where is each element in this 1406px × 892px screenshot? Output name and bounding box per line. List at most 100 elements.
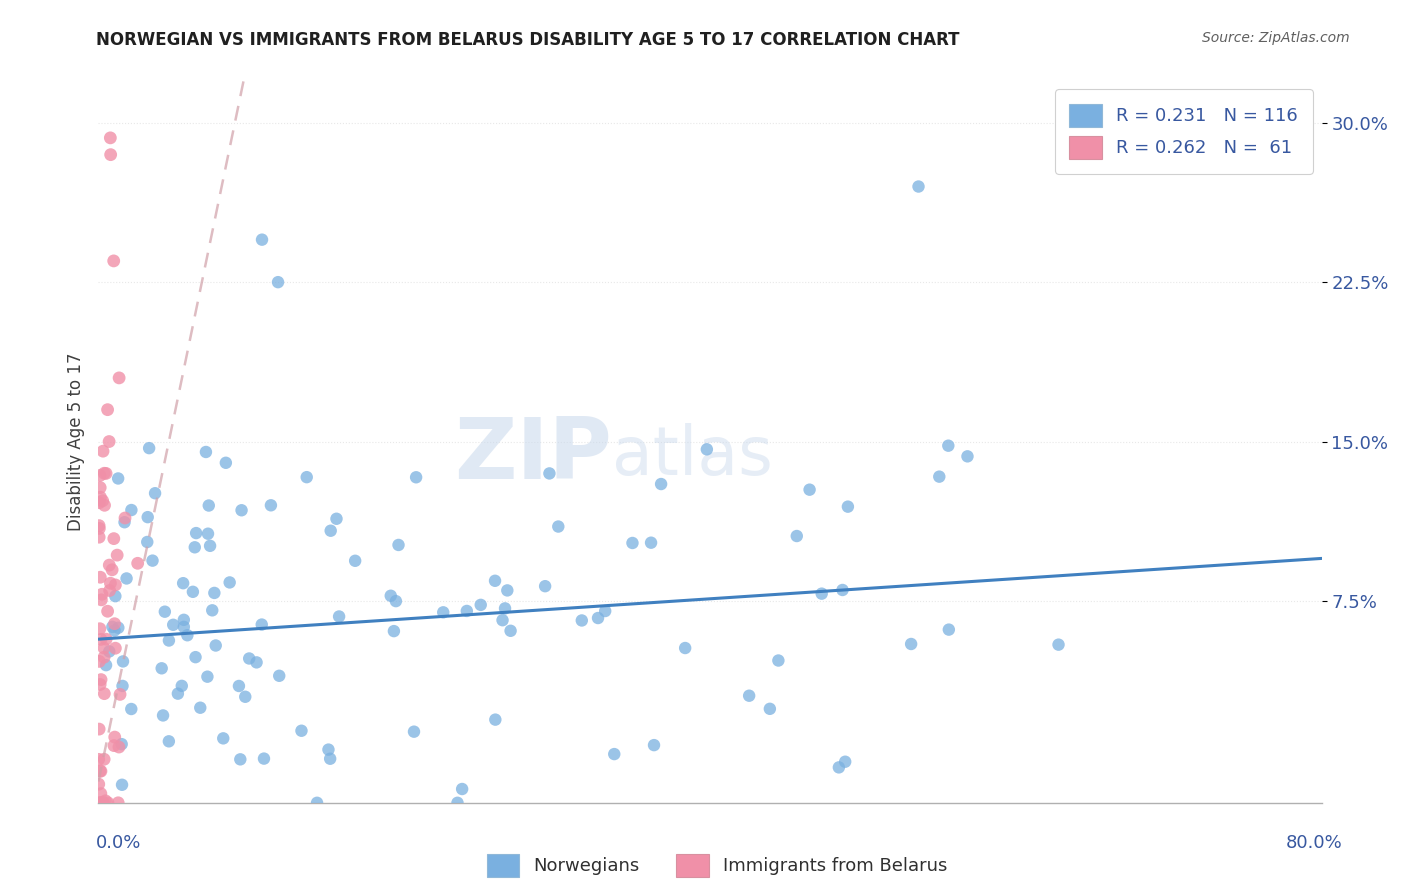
Point (305, 796, 328, 810)
Point (90, 673, 112, 687)
Point (759, 702, 782, 716)
Point (90, 787, 112, 801)
Point (120, 503, 142, 517)
Point (385, 594, 408, 608)
Point (586, 611, 609, 625)
Point (97, 796, 120, 810)
Point (828, 760, 851, 774)
Point (202, 586, 225, 600)
Point (837, 500, 859, 514)
Point (907, 179, 929, 194)
Point (98, 644, 121, 658)
Point (956, 450, 979, 464)
Point (89, 764, 111, 778)
Point (101, 620, 124, 634)
Point (94, 467, 117, 481)
Y-axis label: Disability Age 5 to 17: Disability Age 5 to 17 (66, 352, 84, 531)
Point (111, 654, 134, 668)
Point (499, 624, 522, 638)
Text: ZIP: ZIP (454, 415, 612, 498)
Point (115, 571, 138, 585)
Point (98, 131, 121, 145)
Point (103, 624, 125, 638)
Point (799, 483, 821, 497)
Point (89, 496, 111, 510)
Point (484, 713, 506, 727)
Point (108, 739, 131, 754)
Point (172, 576, 194, 591)
Point (153, 605, 176, 619)
Point (197, 670, 219, 684)
Point (173, 613, 195, 627)
Point (201, 603, 224, 617)
Point (198, 539, 221, 553)
Point (650, 477, 672, 491)
Point (111, 679, 134, 693)
Point (456, 604, 478, 618)
Point (89, 490, 111, 504)
Point (91, 444, 114, 458)
Point (738, 689, 761, 703)
Point (218, 575, 240, 590)
Point (446, 796, 468, 810)
Point (197, 526, 219, 541)
Point (93, 640, 115, 655)
Point (295, 470, 318, 484)
Point (108, 687, 131, 701)
Point (538, 467, 561, 481)
Point (94, 632, 117, 647)
Point (250, 233, 273, 247)
Point (90, 764, 112, 779)
Point (104, 641, 127, 656)
Point (87, 777, 110, 791)
Point (103, 254, 125, 268)
Point (238, 651, 260, 665)
Point (1047, 638, 1070, 652)
Point (325, 512, 347, 526)
Point (89, 722, 111, 736)
Point (157, 633, 180, 648)
Point (111, 778, 134, 792)
Point (547, 519, 569, 533)
Point (93, 796, 115, 810)
Point (245, 656, 267, 670)
Point (228, 679, 250, 693)
Point (98, 558, 121, 573)
Text: NORWEGIAN VS IMMIGRANTS FROM BELARUS DISABILITY AGE 5 TO 17 CORRELATION CHART: NORWEGIAN VS IMMIGRANTS FROM BELARUS DIS… (96, 31, 959, 49)
Point (936, 439, 959, 453)
Point (167, 687, 190, 701)
Text: Source: ZipAtlas.com: Source: ZipAtlas.com (1202, 31, 1350, 45)
Point (380, 589, 402, 603)
Point (260, 498, 283, 512)
Point (231, 503, 253, 517)
Point (120, 702, 142, 716)
Point (89, 481, 111, 495)
Point (496, 583, 519, 598)
Point (382, 624, 405, 639)
Point (100, 576, 122, 591)
Point (93, 687, 115, 701)
Point (97, 402, 120, 417)
Point (162, 617, 184, 632)
Point (143, 486, 166, 500)
Point (215, 456, 238, 470)
Point (98, 434, 121, 449)
Point (93, 498, 115, 512)
Point (204, 639, 226, 653)
Point (269, 669, 291, 683)
Point (405, 470, 427, 484)
Point (318, 742, 340, 756)
Point (181, 584, 204, 599)
Point (831, 582, 853, 597)
Point (157, 734, 180, 748)
Point (127, 556, 149, 570)
Point (188, 700, 211, 714)
Point (89, 521, 111, 535)
Point (152, 708, 174, 723)
Point (250, 617, 273, 632)
Point (111, 737, 134, 751)
Point (176, 628, 198, 642)
Point (900, 637, 922, 651)
Point (104, 589, 127, 603)
Point (104, 578, 127, 592)
